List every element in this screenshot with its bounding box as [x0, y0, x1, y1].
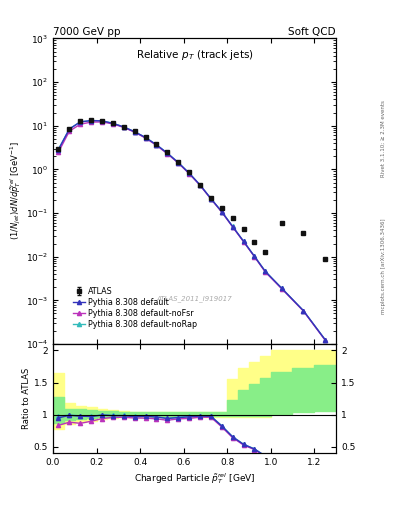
Text: Soft QCD: Soft QCD [288, 27, 336, 37]
Y-axis label: $(1/N_{jet})dN/d\tilde{p}_T^{rel}$ [GeV$^{-1}$]: $(1/N_{jet})dN/d\tilde{p}_T^{rel}$ [GeV$… [9, 142, 23, 241]
Legend: ATLAS, Pythia 8.308 default, Pythia 8.308 default-noFsr, Pythia 8.308 default-no: ATLAS, Pythia 8.308 default, Pythia 8.30… [71, 286, 199, 331]
Y-axis label: Ratio to ATLAS: Ratio to ATLAS [22, 368, 31, 429]
Text: ATLAS_2011_I919017: ATLAS_2011_I919017 [157, 295, 232, 302]
Text: Rivet 3.1.10; ≥ 2.3M events: Rivet 3.1.10; ≥ 2.3M events [381, 100, 386, 177]
Text: Relative $p_T$ (track jets): Relative $p_T$ (track jets) [136, 48, 253, 61]
Text: mcplots.cern.ch [arXiv:1306.3436]: mcplots.cern.ch [arXiv:1306.3436] [381, 219, 386, 314]
X-axis label: Charged Particle $\tilde{p}_T^{rel}$ [GeV]: Charged Particle $\tilde{p}_T^{rel}$ [Ge… [134, 471, 255, 486]
Text: 7000 GeV pp: 7000 GeV pp [53, 27, 121, 37]
